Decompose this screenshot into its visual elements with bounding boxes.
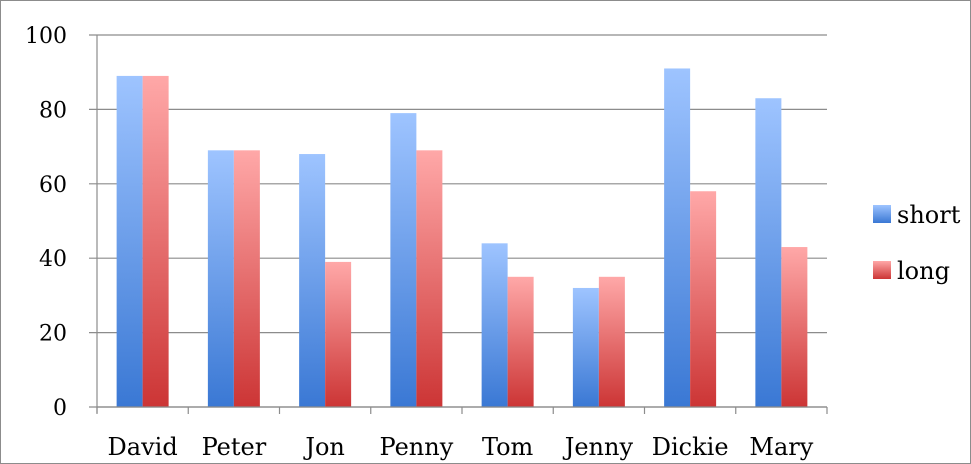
x-category-labels: David Peter Jon Penny Tom Jenny Dickie Mary: [108, 433, 814, 461]
bar-short-mary: [755, 98, 782, 408]
bar-long-penny: [416, 150, 443, 407]
bar-long-dickie: [690, 191, 717, 407]
x-category-label: Jenny: [562, 433, 634, 461]
x-category-label: David: [108, 433, 178, 461]
x-category-label: Mary: [749, 433, 813, 461]
legend-swatch-long: [873, 261, 891, 279]
bar-long-peter: [233, 150, 260, 407]
bar-short-jenny: [572, 287, 599, 407]
bars: [116, 68, 808, 408]
y-tick-label: 60: [39, 173, 67, 198]
x-category-label: Jon: [302, 433, 345, 461]
gridlines: [89, 34, 827, 408]
axes: [96, 35, 828, 414]
y-tick-label: 0: [53, 396, 67, 421]
bar-short-penny: [390, 113, 417, 408]
x-category-label: Tom: [482, 433, 534, 461]
bar-long-david: [142, 75, 169, 408]
bar-long-mary: [781, 247, 808, 407]
legend-swatch-short: [873, 205, 891, 223]
legend: short long: [873, 201, 961, 285]
bar-short-dickie: [664, 68, 691, 407]
bar-long-jenny: [598, 276, 625, 407]
y-tick-label: 20: [39, 322, 67, 347]
y-tick-labels: 0 20 40 60 80 100: [25, 24, 67, 421]
x-category-label: Penny: [380, 433, 454, 461]
bar-short-jon: [299, 154, 326, 407]
x-category-label: Peter: [202, 433, 267, 461]
x-category-label: Dickie: [652, 433, 729, 461]
legend-label-long: long: [897, 257, 950, 285]
y-tick-label: 80: [39, 98, 67, 123]
bar-short-peter: [207, 150, 234, 407]
bar-long-tom: [507, 276, 534, 407]
bar-long-jon: [325, 261, 352, 407]
bar-short-tom: [481, 243, 508, 407]
y-tick-label: 40: [39, 247, 67, 272]
y-tick-label: 100: [25, 24, 67, 49]
legend-label-short: short: [897, 201, 961, 229]
bar-short-david: [116, 75, 143, 408]
